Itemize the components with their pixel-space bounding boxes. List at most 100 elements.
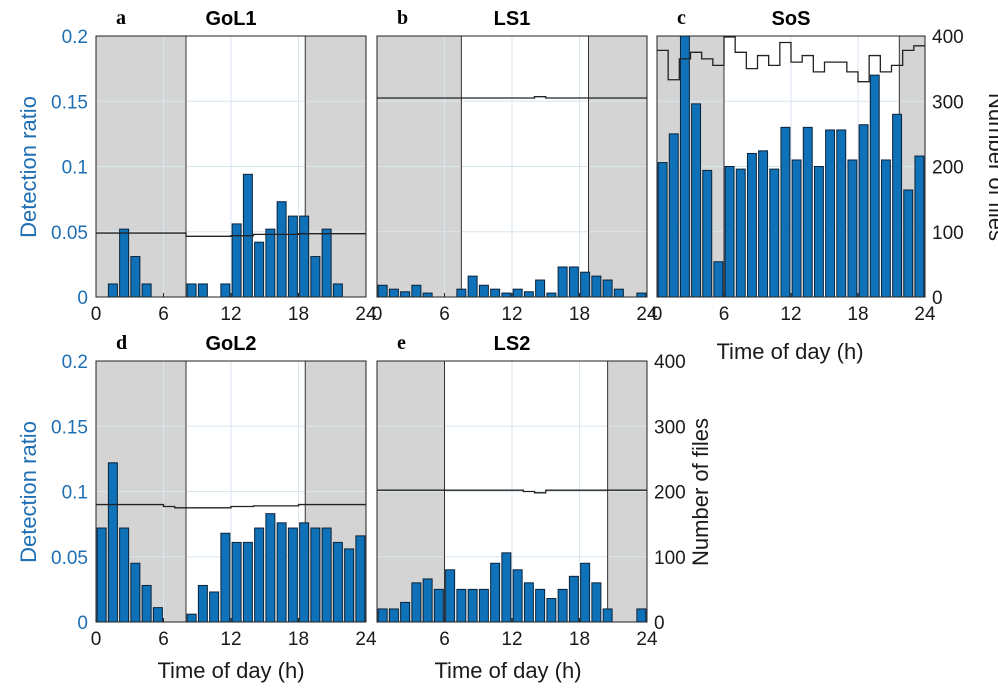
y2-tick-label: 0 xyxy=(932,288,943,309)
panel-letter: b xyxy=(397,7,408,29)
detection-bar xyxy=(152,607,163,623)
detection-bar xyxy=(141,584,152,623)
detection-bar xyxy=(197,584,208,623)
detection-bar xyxy=(310,527,321,623)
x-tick-label: 12 xyxy=(220,304,241,325)
detection-bar xyxy=(903,189,914,298)
y-tick-label: 0.2 xyxy=(62,27,88,48)
y-tick-label: 0 xyxy=(77,613,88,634)
detection-bar xyxy=(691,103,702,298)
detection-bar xyxy=(220,283,231,298)
ylabel-right-top: Number of files xyxy=(984,93,998,241)
x-tick-label: 6 xyxy=(439,629,450,650)
detection-bar xyxy=(490,562,501,623)
detection-bar xyxy=(880,159,891,298)
x-tick-label: 0 xyxy=(652,304,663,325)
detection-bar xyxy=(265,513,276,623)
detection-bar xyxy=(858,124,869,298)
detection-bar xyxy=(310,256,321,298)
x-tick-label: 24 xyxy=(355,304,377,325)
detection-bar xyxy=(231,223,242,298)
detection-bar xyxy=(287,215,298,298)
detection-bar xyxy=(276,522,287,623)
x-tick-label: 24 xyxy=(636,304,658,325)
detection-bar xyxy=(591,582,602,623)
detection-bar xyxy=(209,591,220,623)
panel-letter: d xyxy=(116,332,127,354)
detection-bar xyxy=(735,168,746,298)
detection-bar xyxy=(557,266,568,298)
detection-bar xyxy=(580,271,591,298)
detection-bar xyxy=(400,291,411,298)
xlabel-panel-e: Time of day (h) xyxy=(434,658,581,683)
detection-bar xyxy=(96,527,107,623)
y2-tick-label: 300 xyxy=(932,92,964,113)
panel-title: GoL2 xyxy=(205,333,256,355)
detection-bar xyxy=(119,527,130,623)
y2-tick-label: 400 xyxy=(932,27,964,48)
y-tick-label: 0.05 xyxy=(51,548,88,569)
detection-bar xyxy=(568,575,579,623)
y2-tick-label: 0 xyxy=(654,613,665,634)
detection-bar xyxy=(512,288,523,298)
detection-bar xyxy=(780,126,791,298)
detection-bar xyxy=(758,150,769,298)
x-tick-label: 12 xyxy=(501,629,522,650)
x-tick-label: 6 xyxy=(158,304,169,325)
detection-bar xyxy=(580,562,591,623)
x-tick-label: 12 xyxy=(780,304,801,325)
panel-letter: a xyxy=(116,7,126,29)
detection-bar xyxy=(501,292,512,298)
detection-bar xyxy=(535,588,546,623)
detection-bar xyxy=(400,601,411,623)
detection-bar xyxy=(276,201,287,298)
detection-bar xyxy=(668,133,679,298)
detection-bar xyxy=(107,462,118,623)
panel-letter: e xyxy=(397,332,406,354)
ylabel-right-bottom: Number of files xyxy=(688,418,713,566)
x-tick-label: 6 xyxy=(719,304,730,325)
detection-bar xyxy=(679,35,690,298)
detection-bar xyxy=(568,266,579,298)
detection-bar xyxy=(791,159,802,298)
x-tick-label: 12 xyxy=(501,304,522,325)
detection-bar xyxy=(332,541,343,623)
files-line xyxy=(377,96,647,99)
detection-bar xyxy=(769,168,780,298)
detection-bar xyxy=(141,283,152,298)
detection-bar xyxy=(746,152,757,298)
detection-bar xyxy=(825,129,836,298)
y-tick-label: 0.15 xyxy=(51,92,88,113)
detection-bar xyxy=(254,527,265,623)
detection-bar xyxy=(388,288,399,298)
panel-d: 0 6 12 18 24 0 0.05 0.1 0.15 0.2 d GoL2 xyxy=(51,332,377,650)
y2-tick-label: 300 xyxy=(654,417,686,438)
detection-bar xyxy=(702,169,713,298)
x-tick-label: 6 xyxy=(158,629,169,650)
detection-bar xyxy=(557,588,568,623)
detection-bar xyxy=(411,582,422,623)
x-tick-label: 12 xyxy=(220,629,241,650)
detection-bar xyxy=(130,562,141,623)
detection-bar xyxy=(478,284,489,298)
detection-bar xyxy=(299,522,310,623)
y2-tick-label: 200 xyxy=(654,483,686,504)
panel-title: LS1 xyxy=(494,8,531,30)
files-line xyxy=(96,503,366,509)
detection-bar xyxy=(299,215,310,298)
y-tick-label: 0 xyxy=(77,288,88,309)
detection-bar xyxy=(724,166,735,298)
detection-bar xyxy=(411,284,422,298)
detection-bar xyxy=(636,292,647,298)
detection-bar xyxy=(220,532,231,623)
x-tick-label: 0 xyxy=(91,304,102,325)
detection-bar xyxy=(847,159,858,298)
detection-bar xyxy=(914,155,925,298)
x-tick-label: 18 xyxy=(288,304,309,325)
detection-bar xyxy=(186,283,197,298)
detection-bar xyxy=(456,288,467,298)
detection-bar xyxy=(445,569,456,623)
x-tick-label: 24 xyxy=(355,629,377,650)
detection-bar xyxy=(467,588,478,623)
